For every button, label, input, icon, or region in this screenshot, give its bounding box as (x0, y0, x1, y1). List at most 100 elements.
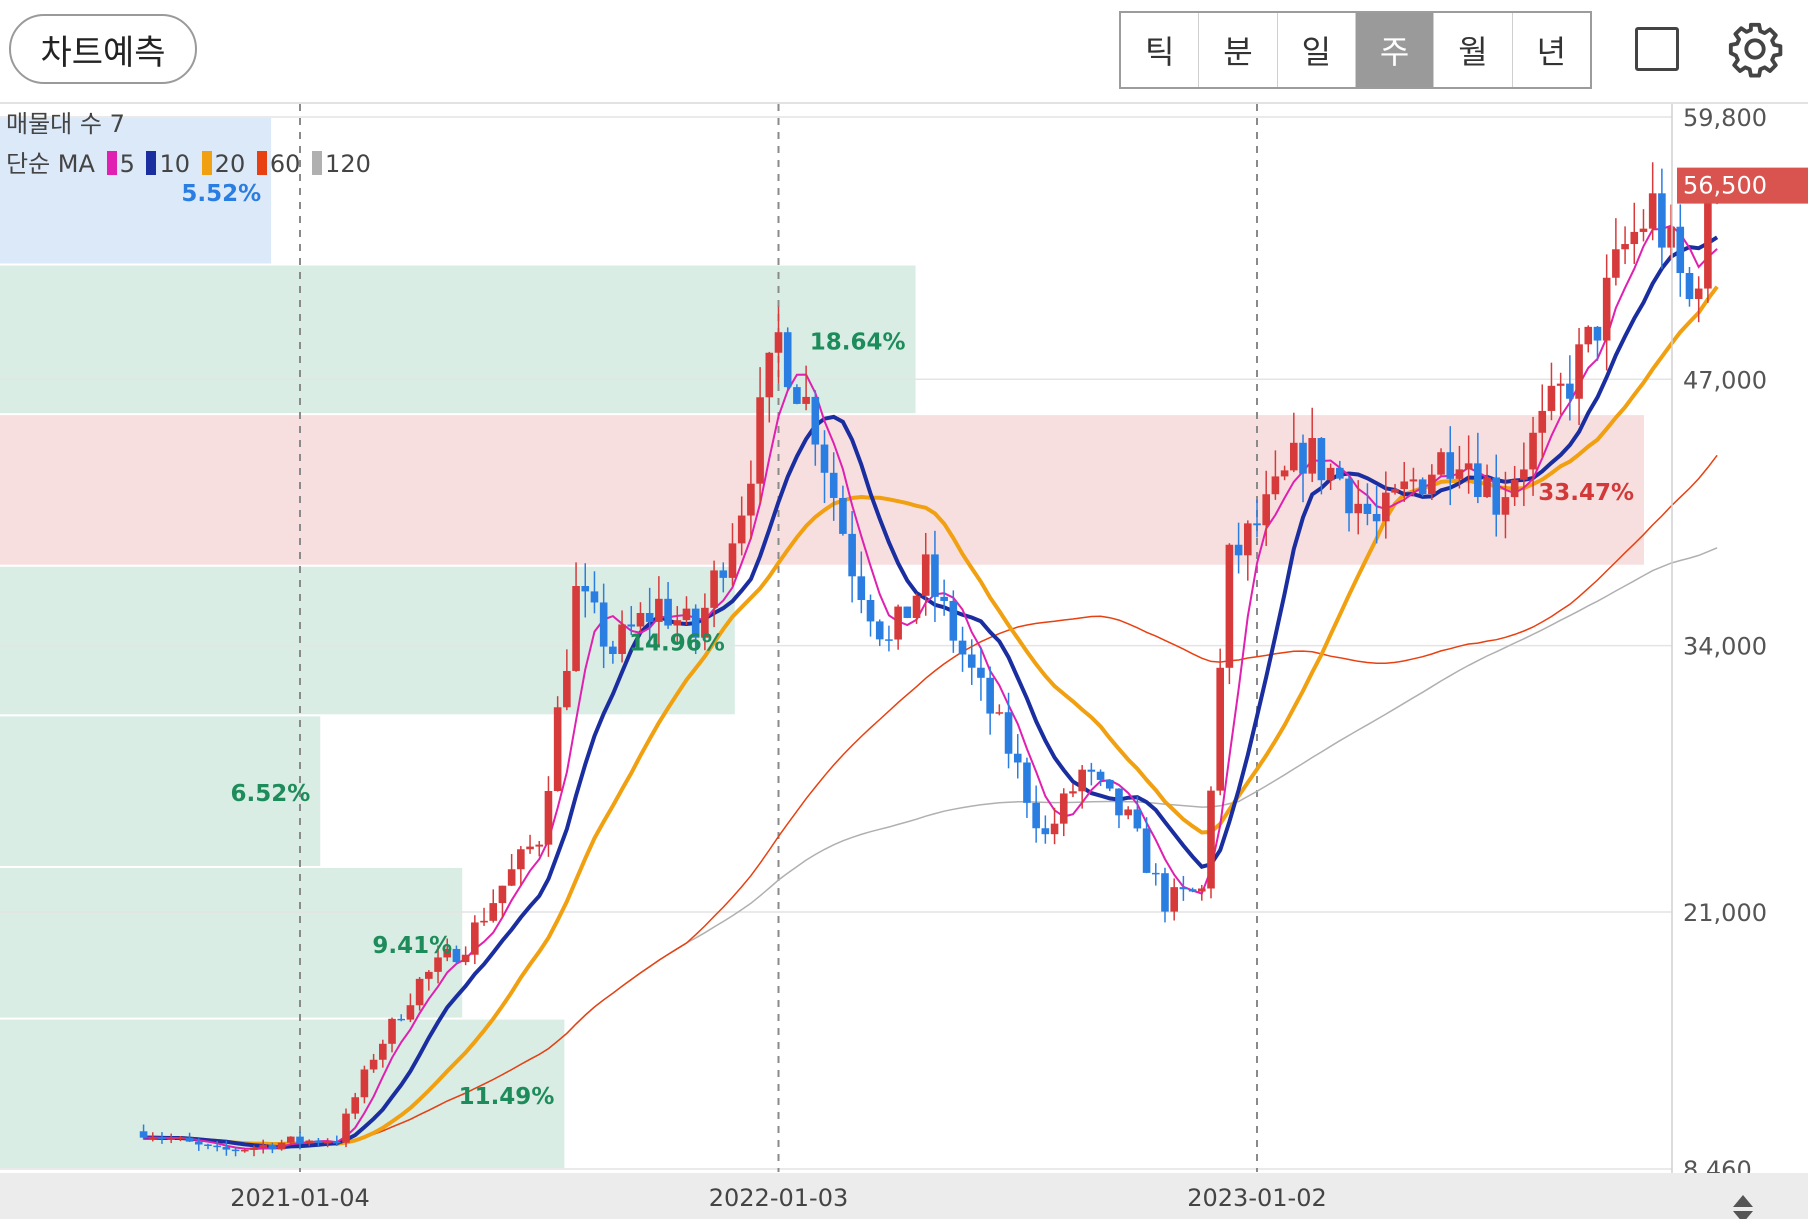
candle-body (866, 600, 875, 622)
candle-body (1345, 478, 1353, 514)
candle-body (1142, 828, 1151, 873)
candle-body (1105, 779, 1114, 789)
current-price-tag (1677, 167, 1808, 204)
candle-body (1050, 823, 1059, 835)
tab-minute[interactable]: 분 (1199, 13, 1278, 87)
candle-body (802, 396, 810, 404)
candle-body (572, 586, 580, 671)
candle-body (737, 515, 746, 544)
candle-body (1529, 432, 1537, 470)
volume-profile-pct-3: 14.96% (629, 631, 725, 657)
candle-body (333, 1141, 341, 1144)
price-chart[interactable]: 11.49% 9.41% 6.52% 14.96% 33.47% 18.64% 5.52% 5… (0, 104, 1808, 1219)
candle-body (839, 497, 847, 534)
candle-body (213, 1145, 221, 1148)
candle-body (1243, 523, 1252, 556)
candle-body (498, 885, 507, 904)
volume-profile-pct-2: 6.52% (230, 781, 310, 807)
candle-body (1207, 790, 1215, 889)
candle-body (609, 646, 617, 654)
candle-body (425, 971, 433, 979)
candle-body (1161, 873, 1169, 912)
candle-body (388, 1018, 396, 1044)
chart-predict-button[interactable]: 차트예측 (9, 14, 197, 84)
candle-body (471, 922, 479, 955)
volume-profile-pct-4: 33.47% (1538, 480, 1634, 506)
tab-year[interactable]: 년 (1512, 13, 1590, 87)
candle-body (977, 667, 985, 678)
candle-body (231, 1149, 240, 1152)
volume-profile-count: 매물대 수 7 (6, 110, 125, 138)
volume-profile-bar-2 (0, 716, 321, 866)
candle-body (829, 472, 838, 498)
candle-body (415, 978, 424, 1006)
top-toolbar: 차트예측 틱 분 일 주 월 년 (0, 0, 1808, 104)
candle-body (857, 576, 866, 601)
candle-body (820, 444, 829, 473)
candle-body (1676, 226, 1685, 273)
candle-body (940, 596, 948, 601)
gear-icon[interactable] (1726, 20, 1784, 78)
candle-body (1639, 228, 1648, 232)
candle-body (1078, 769, 1086, 792)
candle-body (1179, 887, 1188, 890)
candle-body (1630, 231, 1639, 245)
candle-body (1648, 193, 1657, 229)
fullscreen-icon[interactable] (1635, 27, 1679, 71)
candle-body (1510, 479, 1519, 498)
candle-body (1584, 326, 1593, 345)
candle-body (1059, 793, 1068, 824)
ma10-label: 10 (159, 150, 191, 178)
candle-body (1023, 762, 1031, 803)
volume-profile-bar-3 (0, 566, 735, 715)
candle-body (783, 332, 792, 388)
candle-body (682, 608, 691, 621)
candle-body (885, 639, 893, 641)
candle-body (379, 1043, 387, 1060)
candle-body (1124, 809, 1132, 816)
candle-body (1280, 470, 1289, 477)
candle-body (1538, 410, 1547, 433)
candle-body (351, 1097, 360, 1114)
candle-body (1428, 474, 1436, 495)
candle-body (1409, 479, 1418, 482)
volume-profile-bar-4 (0, 415, 1644, 565)
candle-body (1464, 463, 1473, 470)
tab-tick[interactable]: 틱 (1121, 13, 1200, 87)
candle-body (1151, 872, 1160, 875)
candle-body (1032, 802, 1040, 829)
candle-body (986, 677, 994, 714)
candle-body (1400, 481, 1409, 490)
scroll-down-icon (1733, 1211, 1753, 1219)
candle-body (489, 903, 498, 921)
candle-body (1520, 469, 1528, 480)
ma5-label: 5 (119, 150, 135, 178)
candle-body (655, 598, 663, 622)
ma5-line (143, 224, 1718, 1150)
candle-body (590, 591, 599, 603)
candle-body (627, 624, 636, 627)
candle-body (1556, 383, 1565, 386)
tab-month[interactable]: 월 (1434, 13, 1513, 87)
candle-body (599, 602, 608, 647)
candle-body (480, 920, 488, 923)
candle-body (397, 1018, 406, 1021)
candle-body (921, 554, 930, 596)
candle-body (1336, 467, 1344, 479)
candle-body (204, 1144, 212, 1147)
tab-day[interactable]: 일 (1277, 13, 1356, 87)
ma20-line (143, 285, 1719, 1147)
x-axis-band (0, 1173, 1808, 1219)
tab-week[interactable]: 주 (1355, 13, 1435, 87)
period-tabs: 틱 분 일 주 월 년 (1119, 11, 1592, 89)
candle-body (1262, 494, 1271, 526)
candle-body (535, 844, 544, 847)
candle-body (250, 1147, 258, 1150)
y-tick-label-2: 34,000 (1683, 633, 1767, 661)
volume-profile-bar-1 (0, 867, 463, 1018)
candle-body (1474, 463, 1482, 498)
candle-body (139, 1131, 148, 1138)
candle-body (1602, 277, 1611, 341)
candle-body (774, 332, 783, 353)
candle-body (1069, 791, 1077, 794)
